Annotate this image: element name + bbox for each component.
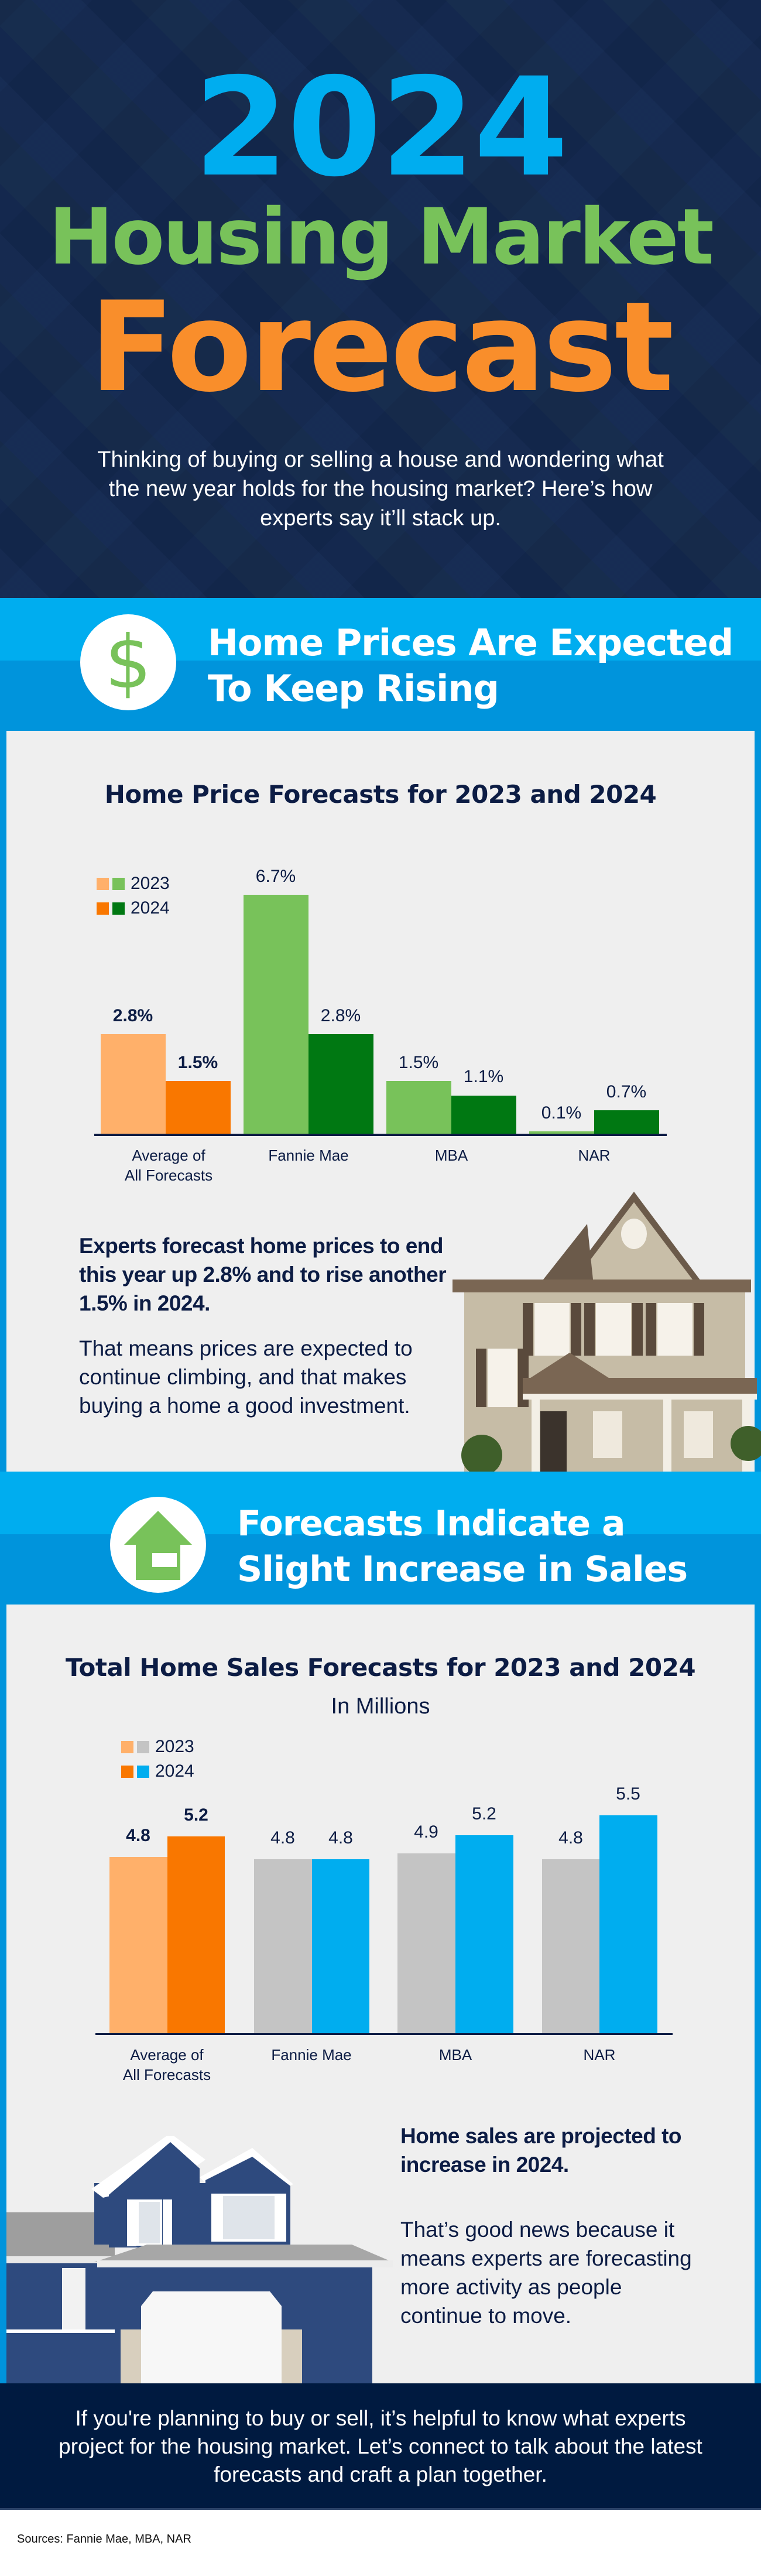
- bar-fanniemae-2023: [244, 895, 308, 1135]
- bar-nar-2024: [594, 1110, 659, 1135]
- sources-note: Sources: Fannie Mae, MBA, NAR: [17, 2533, 191, 2546]
- dollar-sign-icon: $: [80, 614, 176, 710]
- bar-value: 5.2: [184, 1805, 208, 1825]
- bar-fanniemae-2024: [312, 1859, 369, 2034]
- category-label-fannie-mae: Fannie Mae: [268, 1147, 349, 1164]
- section2-heading: Forecasts Indicate a Slight Increase in …: [237, 1503, 688, 1590]
- beige-house-photo: [453, 1192, 761, 1472]
- section1-banner: $ Home Prices Are Expected To Keep Risin…: [0, 598, 761, 731]
- bar-value: 4.8: [126, 1826, 150, 1845]
- swatch-orange-light: [97, 877, 109, 890]
- bar-value: 0.7%: [606, 1082, 647, 1101]
- bar-avg-2024: [167, 1836, 225, 2034]
- bar-nar-2023: [542, 1859, 599, 2034]
- bar-value: 2.8%: [112, 1006, 153, 1025]
- chart1-legend: 2023 2024: [97, 871, 170, 921]
- bar-value: 6.7%: [255, 867, 296, 886]
- category-label-mba: MBA: [438, 2046, 472, 2064]
- legend-item-2023: 2023: [121, 1735, 194, 1759]
- section1-key-point: Experts forecast home prices to end this…: [79, 1234, 447, 1315]
- hero-housing-market: Housing Market: [49, 192, 714, 282]
- call-to-action-banner: If you're planning to buy or sell, it’s …: [0, 2383, 761, 2510]
- category-label-nar: NAR: [583, 2046, 616, 2064]
- bar-nar-2023: [529, 1131, 594, 1135]
- legend-item-2023: 2023: [97, 871, 170, 896]
- bar-value: 4.8: [328, 1828, 353, 1848]
- legend-item-2024: 2024: [97, 896, 170, 921]
- bar-value: 2.8%: [320, 1006, 361, 1025]
- bar-value: 0.1%: [541, 1103, 582, 1123]
- bar-avg-2023: [101, 1034, 166, 1135]
- section2-key-point: Home sales are projected to increase in …: [400, 2124, 682, 2177]
- bar-nar-2024: [599, 1815, 657, 2034]
- hero-year: 2024: [194, 49, 568, 207]
- section2-explanation: That’s good news because it means expert…: [400, 2218, 692, 2328]
- bar-mba-2023: [397, 1853, 455, 2034]
- category-label-nar: NAR: [578, 1147, 611, 1164]
- bar-value: 5.5: [616, 1784, 640, 1804]
- hero-section: 2024 Housing Market Forecast Thinking of…: [0, 0, 761, 598]
- bar-value: 1.1%: [463, 1067, 504, 1086]
- chart2-title: Total Home Sales Forecasts for 2023 and …: [65, 1653, 696, 1682]
- chart1-x-axis: [94, 1134, 667, 1136]
- blue-house-photo: [6, 2136, 393, 2383]
- chart2-legend: 2023 2024: [121, 1735, 194, 1784]
- category-label-mba: MBA: [434, 1147, 468, 1164]
- bar-value: 4.8: [558, 1828, 583, 1848]
- bar-mba-2024: [451, 1096, 516, 1135]
- cta-text: If you're planning to buy or sell, it’s …: [59, 2406, 702, 2486]
- swatch-green-dark: [112, 902, 125, 915]
- bar-fanniemae-2023: [254, 1859, 312, 2034]
- chart1-title: Home Price Forecasts for 2023 and 2024: [104, 780, 657, 809]
- chart2-subtitle: In Millions: [331, 1694, 430, 1719]
- bar-value: 5.2: [472, 1804, 496, 1824]
- section1-heading: Home Prices Are Expected To Keep Rising: [208, 621, 733, 710]
- bar-value: 4.8: [270, 1828, 295, 1848]
- bar-value: 1.5%: [177, 1053, 218, 1072]
- bar-avg-2024: [166, 1081, 231, 1135]
- section1-explanation: That means prices are expected to contin…: [79, 1336, 413, 1418]
- chart2-x-axis: [95, 2033, 673, 2035]
- swatch-orange-dark: [121, 1765, 133, 1778]
- hero-intro-text: Thinking of buying or selling a house an…: [97, 447, 664, 531]
- swatch-green-light: [112, 877, 125, 890]
- bar-value: 1.5%: [398, 1053, 439, 1072]
- bar-avg-2023: [109, 1857, 167, 2034]
- swatch-orange-dark: [97, 902, 109, 915]
- hero-forecast: Forecast: [89, 275, 674, 419]
- swatch-blue: [137, 1765, 149, 1778]
- house-up-arrow-icon: [110, 1497, 206, 1593]
- bar-fanniemae-2024: [308, 1034, 373, 1135]
- category-label-average: Average of All Forecasts: [122, 2046, 211, 2084]
- bar-mba-2023: [386, 1081, 451, 1135]
- category-label-fannie-mae: Fannie Mae: [271, 2046, 352, 2064]
- category-label-average: Average of All Forecasts: [124, 1147, 213, 1184]
- swatch-gray: [137, 1740, 149, 1753]
- bar-value: 4.9: [414, 1822, 438, 1842]
- section2-banner: Forecasts Indicate a Slight Increase in …: [0, 1472, 761, 1605]
- bar-mba-2024: [455, 1835, 513, 2034]
- swatch-orange-light: [121, 1740, 133, 1753]
- legend-item-2024: 2024: [121, 1759, 194, 1784]
